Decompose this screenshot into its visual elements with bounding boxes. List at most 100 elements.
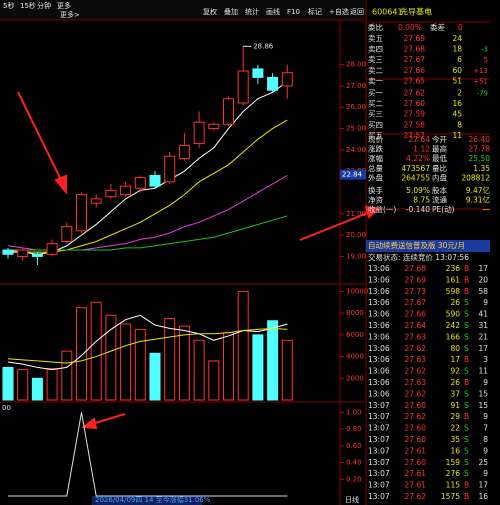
tick-volume: 26 xyxy=(450,378,460,387)
tick-volume: 590 xyxy=(446,310,461,319)
book-volume: 11 xyxy=(452,131,462,140)
tick-price: 27.61 xyxy=(405,469,427,478)
tick-time: 13:06 xyxy=(368,321,390,330)
y-tick-label: 1.00 xyxy=(346,408,362,416)
ratio: 委差 xyxy=(430,22,445,32)
volume-bar xyxy=(76,307,87,401)
tick-count: 25 xyxy=(478,458,488,467)
candle-body xyxy=(76,194,87,232)
candle-body xyxy=(120,185,132,196)
book-price: 27.69 xyxy=(404,34,426,43)
toolbar-button[interactable]: 统计 xyxy=(245,7,259,16)
tick-count: 17 xyxy=(478,264,488,273)
banner[interactable]: 自动续费送信普及版 30元/月 xyxy=(368,240,465,250)
tick-time: 13:07 xyxy=(368,424,390,433)
book-price: 27.65 xyxy=(404,76,426,85)
book-price: 27.66 xyxy=(404,66,426,75)
stock-name: 先导基电 xyxy=(400,7,432,17)
annotations xyxy=(17,91,381,430)
candle-body xyxy=(2,249,14,255)
arrow xyxy=(299,211,371,241)
toolbar-button[interactable]: 复权 xyxy=(203,7,217,16)
arrow-head xyxy=(54,174,67,195)
tick-side: S xyxy=(464,458,469,467)
trade-status: 交易状态: 连续竞价 13:07:56 xyxy=(368,252,469,262)
stat-label: 最低 xyxy=(432,153,447,163)
stat-label: 外盘 xyxy=(368,172,383,182)
book-label: 卖四 xyxy=(368,45,383,54)
stat-value: 1.35 xyxy=(473,164,490,173)
high-label: 28.86 xyxy=(253,42,274,50)
toolbar-button[interactable]: 标记 xyxy=(308,7,322,16)
tick-price: 27.63 xyxy=(405,332,427,341)
y-tick-label: 25.00 xyxy=(346,125,366,133)
tick-count: 20 xyxy=(478,275,488,284)
tick-side: S xyxy=(464,344,469,353)
tick-price: 27.62 xyxy=(405,492,427,501)
tick-price: 27.61 xyxy=(405,446,427,455)
stat-label: 收益(一) xyxy=(368,204,396,214)
candle-body xyxy=(134,177,146,189)
book-label: 卖二 xyxy=(368,66,383,75)
tick-volume: 242 xyxy=(446,321,461,330)
tick-price: 27.60 xyxy=(405,458,427,467)
tick-side: B xyxy=(464,264,469,273)
tick-volume: 115 xyxy=(446,481,461,490)
candle-body xyxy=(193,121,205,144)
tick-volume: 37 xyxy=(450,389,460,398)
arrow xyxy=(91,413,126,425)
y-tick-label: 20.00 xyxy=(346,231,366,239)
y-tick-label: 8000 xyxy=(346,309,364,317)
stat-value: — xyxy=(483,205,491,214)
stat-label: 今开 xyxy=(432,134,447,144)
tick-time: 13:06 xyxy=(368,275,390,284)
stat-label: 涨幅 xyxy=(368,153,383,163)
stat-label: 总量 xyxy=(368,163,383,173)
tick-count: 16 xyxy=(478,492,488,501)
stock-code: 600641 xyxy=(372,8,403,17)
book-change: 5 xyxy=(484,56,488,64)
volume-bar xyxy=(61,350,73,401)
y-tick-label: 2000 xyxy=(346,374,364,382)
stat-value: -0.140 xyxy=(406,205,430,214)
candle-body xyxy=(164,155,176,183)
tick-side: S xyxy=(464,298,469,307)
y-tick-label: 28.00 xyxy=(346,61,366,69)
tick-volume: 80 xyxy=(450,344,460,353)
ratio: 0 xyxy=(458,23,463,32)
banner-bg xyxy=(366,240,490,252)
y-tick-label: 24.00 xyxy=(346,146,366,154)
stat-value: 25.50 xyxy=(469,154,491,163)
volume-bar xyxy=(193,339,205,401)
stat-value: 27.64 xyxy=(409,135,431,144)
tick-volume: 22 xyxy=(450,424,460,433)
book-volume: 2 xyxy=(457,89,462,98)
toolbar-tab[interactable]: 更多 xyxy=(57,1,71,10)
toolbar-link[interactable]: 更多> xyxy=(60,10,80,19)
tick-count: 15 xyxy=(478,389,488,398)
tick-volume: 29 xyxy=(450,412,460,421)
stat-label: 净资 xyxy=(368,195,383,205)
tick-side: B xyxy=(464,412,469,421)
tick-side: B xyxy=(464,355,469,364)
candle-body xyxy=(237,70,249,104)
candle-body xyxy=(46,243,58,255)
stat-label: PE(动) xyxy=(432,204,455,214)
toolbar-button[interactable]: 画线 xyxy=(266,7,280,16)
tick-volume: 1575 xyxy=(441,492,460,501)
toolbar-button[interactable]: +自选 xyxy=(329,7,349,16)
footer-text: 2026/04/09四 14 至今涨幅31.06% xyxy=(95,495,211,504)
tick-volume: 159 xyxy=(446,458,461,467)
tick-count: 9 xyxy=(483,378,488,387)
toolbar-button[interactable]: F10 xyxy=(287,8,300,16)
toolbar-button[interactable]: 叠加 xyxy=(224,7,238,16)
toolbar-tab[interactable]: 5秒 xyxy=(3,1,14,10)
tick-count: 21 xyxy=(478,332,488,341)
toolbar-tab[interactable]: 15秒 xyxy=(20,1,36,10)
stat-value: 5.09% xyxy=(406,186,430,195)
toolbar-button[interactable]: 返回 xyxy=(350,8,364,16)
candle-body xyxy=(178,145,190,159)
toolbar-tab[interactable]: 分钟 xyxy=(37,1,51,10)
period-label[interactable]: 日线 xyxy=(345,495,359,504)
tick-volume: 166 xyxy=(446,332,461,341)
